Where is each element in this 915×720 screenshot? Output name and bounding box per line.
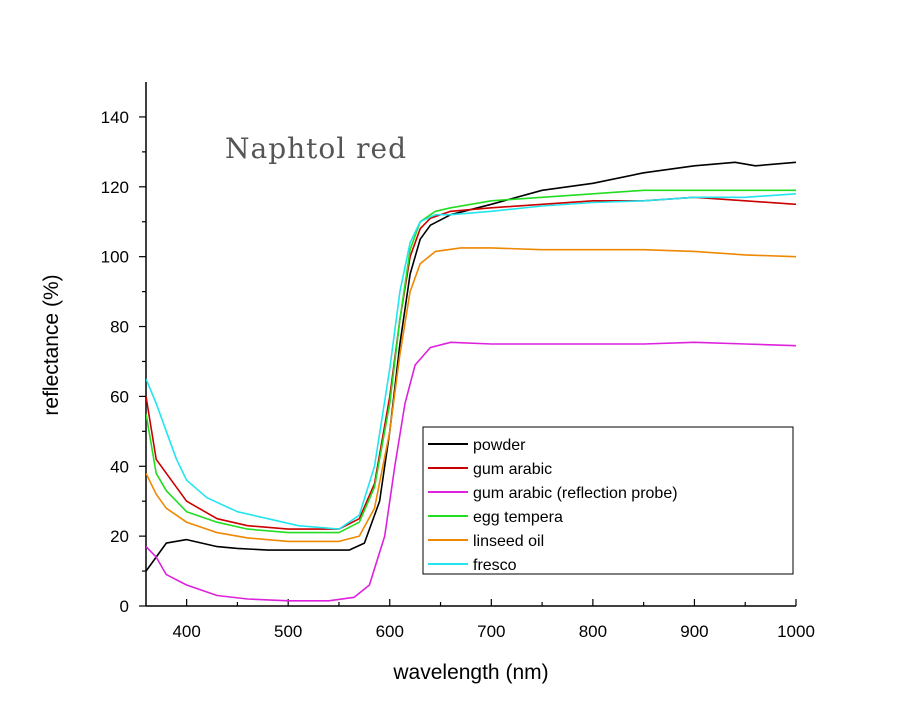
plot-axes: 400 500 600 700 800 900 1000 0 20 40 60 80 100 120 140 [101,82,815,641]
x-tick-label: 900 [680,622,708,641]
series-line [146,341,796,602]
x-tick-label: 1000 [777,622,815,641]
legend-label: egg tempera [473,509,563,526]
y-tick-label: 20 [110,527,129,546]
y-tick-label: 140 [101,108,129,127]
x-tick-label: 700 [477,622,505,641]
plot-series [146,161,796,602]
legend-label: gum arabic (reflection probe) [473,485,678,502]
legend: powder gum arabic gum arabic (reflection p… [422,426,794,575]
y-tick-label: 100 [101,248,129,267]
legend-label: gum arabic [473,461,552,478]
chart-title: Naphtol red [225,132,407,165]
y-tick-label: 60 [110,387,129,406]
series-line [146,193,796,530]
x-axis-title: wavelength (nm) [392,661,548,684]
legend-box [422,426,794,575]
x-tick-label: 500 [274,622,302,641]
y-tick-label: 0 [120,597,129,616]
y-axis-title: reflectance (%) [40,274,63,415]
y-tick-label: 40 [110,457,129,476]
series-line [146,247,796,543]
y-tick-label: 80 [110,318,129,337]
x-tick-label: 800 [579,622,607,641]
y-tick-label: 120 [101,178,129,197]
series-line [146,189,796,534]
legend-label: fresco [473,557,517,574]
x-tick-label: 600 [376,622,404,641]
legend-label: powder [473,437,526,454]
x-tick-label: 400 [172,622,200,641]
series-line [146,161,796,572]
legend-label: linseed oil [473,533,544,550]
